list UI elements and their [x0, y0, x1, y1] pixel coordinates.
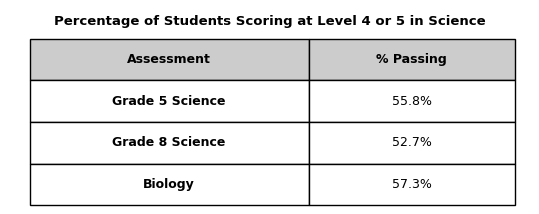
Bar: [308, 164, 515, 205]
Bar: [30, 164, 308, 205]
Bar: [308, 39, 515, 80]
Text: 57.3%: 57.3%: [392, 178, 432, 191]
Bar: [308, 80, 515, 122]
Text: Percentage of Students Scoring at Level 4 or 5 in Science: Percentage of Students Scoring at Level …: [54, 15, 485, 28]
Bar: [30, 80, 308, 122]
Text: Grade 5 Science: Grade 5 Science: [112, 95, 226, 108]
Text: % Passing: % Passing: [376, 53, 447, 66]
Bar: [308, 122, 515, 164]
Text: Biology: Biology: [143, 178, 195, 191]
Bar: [30, 39, 308, 80]
Text: Grade 8 Science: Grade 8 Science: [113, 136, 226, 149]
Text: Assessment: Assessment: [127, 53, 211, 66]
Text: 52.7%: 52.7%: [392, 136, 432, 149]
Bar: [30, 122, 308, 164]
Text: 55.8%: 55.8%: [392, 95, 432, 108]
